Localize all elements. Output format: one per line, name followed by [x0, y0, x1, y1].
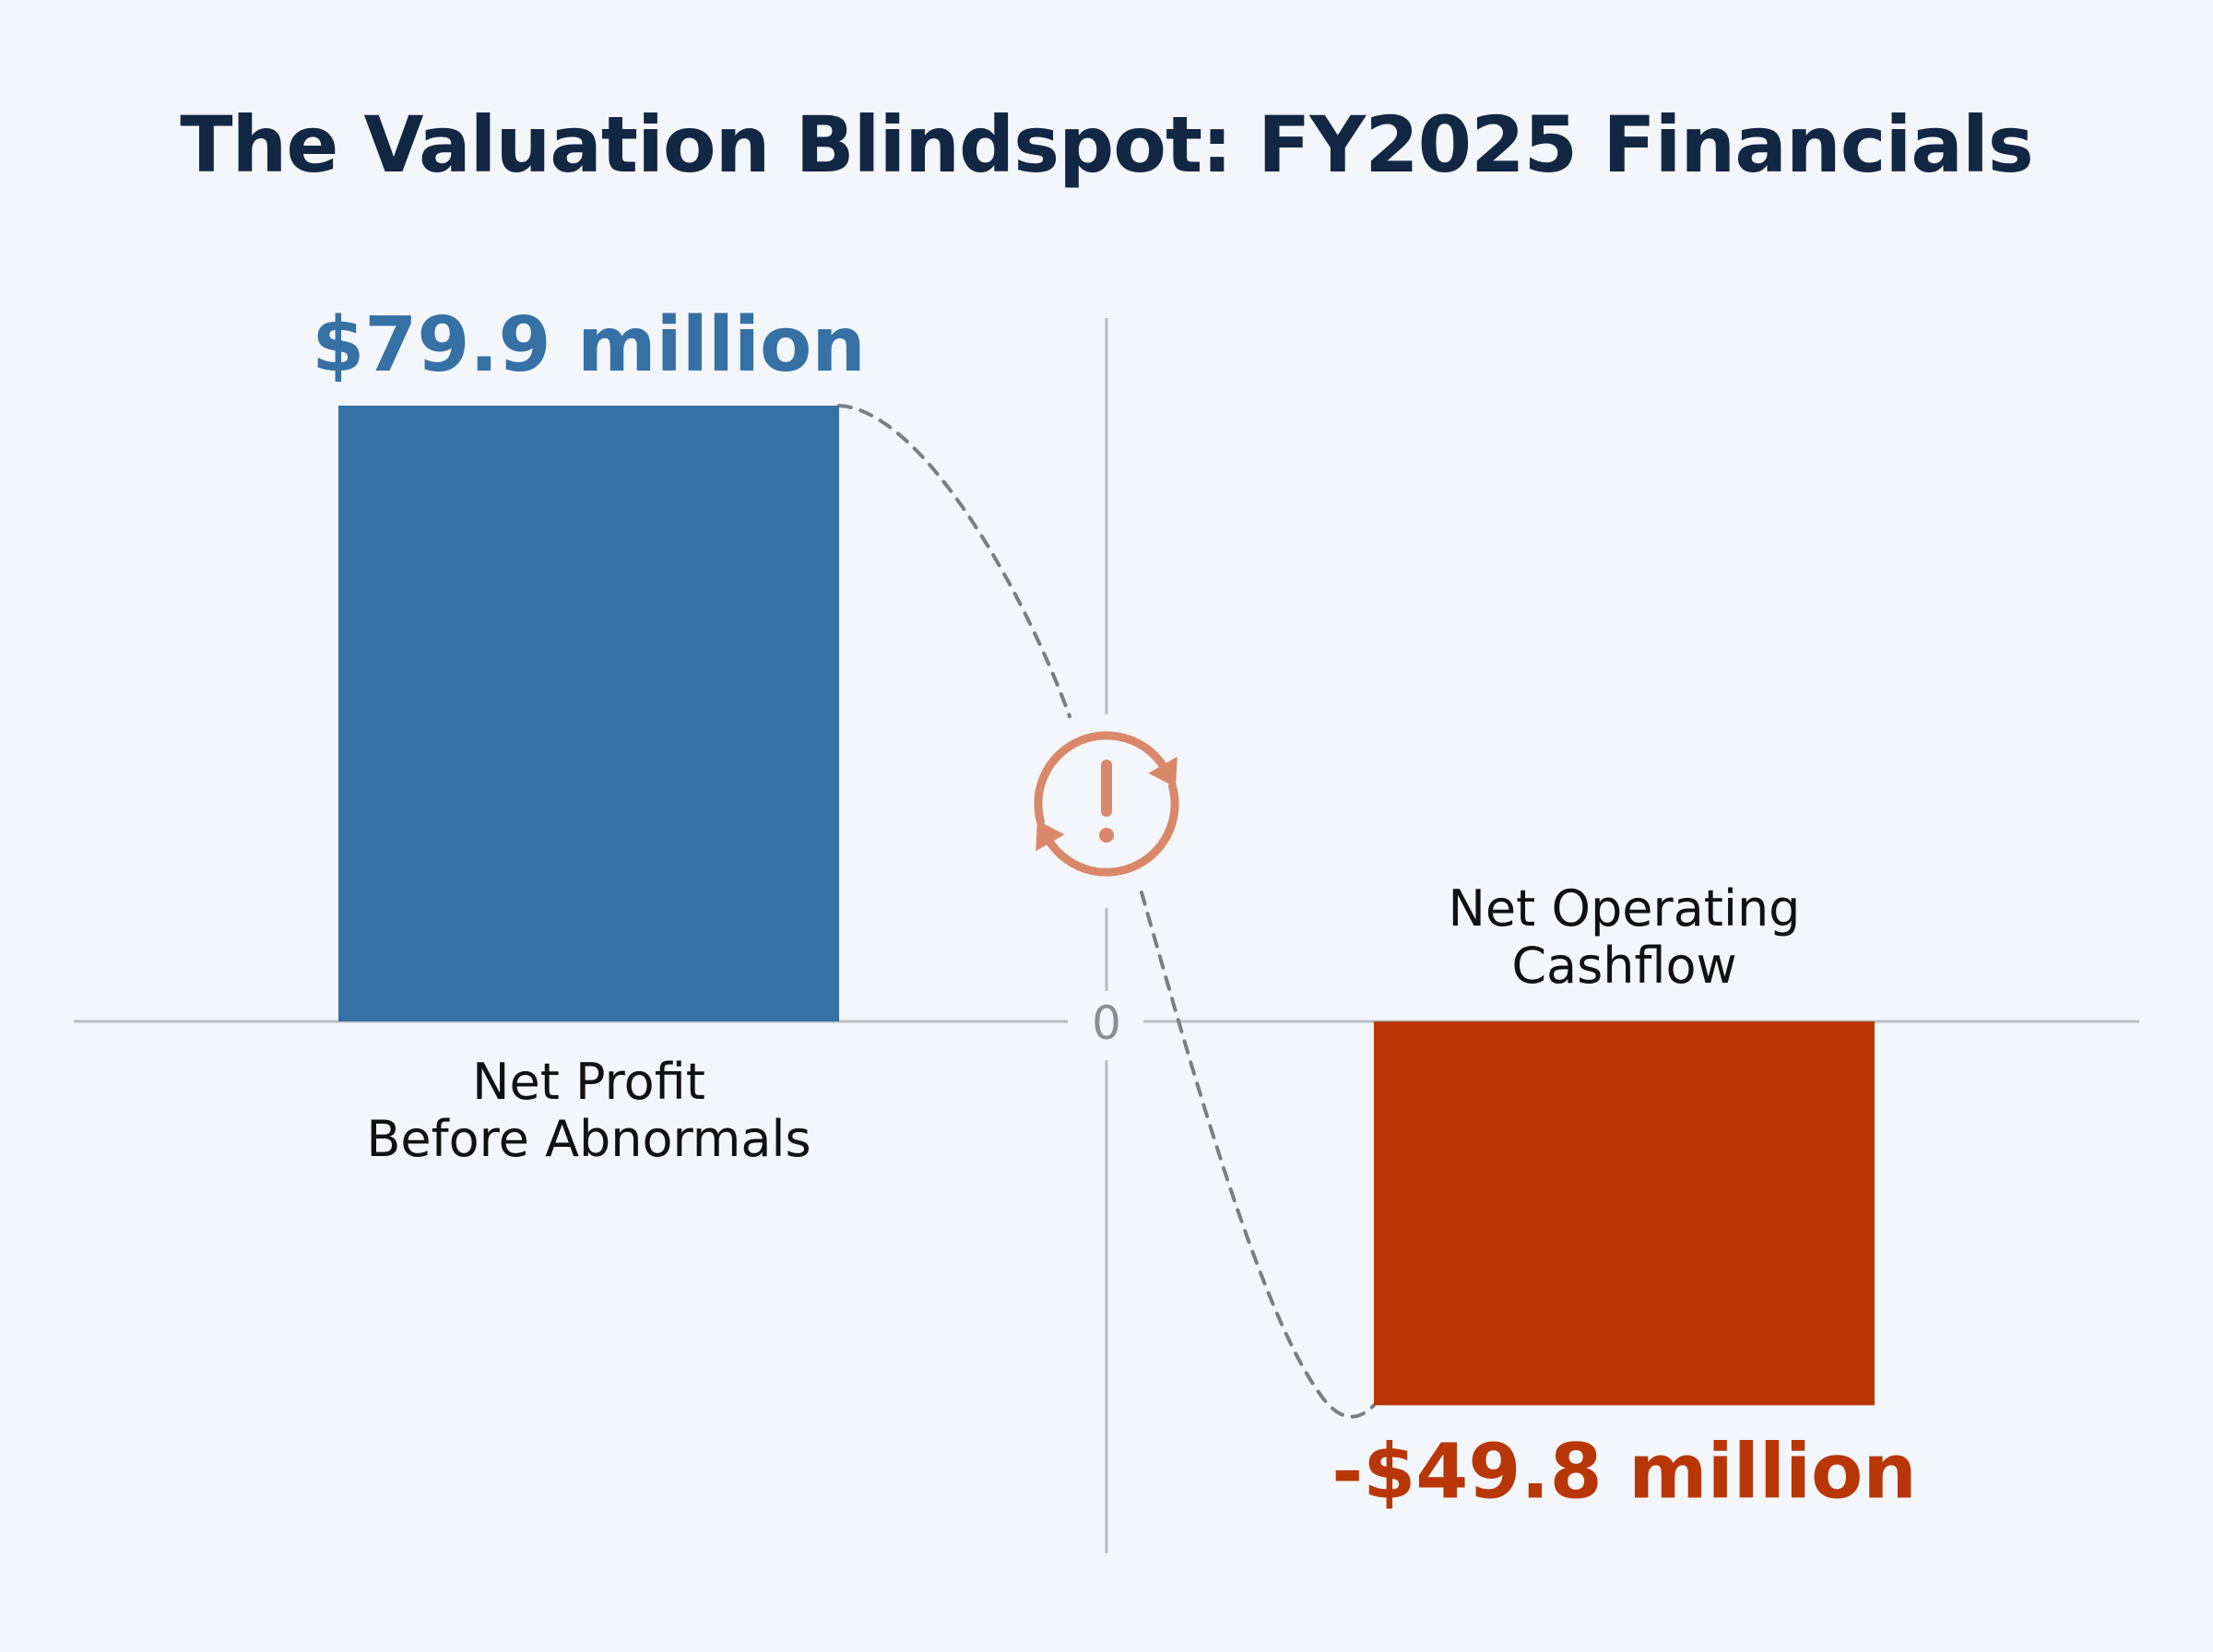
- refresh-arrow-top: [1034, 731, 1170, 826]
- refresh-arrowhead-top: [1148, 756, 1178, 788]
- bar-0: [338, 406, 839, 1021]
- data-label-0: $79.9 million: [312, 301, 866, 389]
- refresh-arrow-bottom: [1043, 782, 1179, 877]
- chart-title: The Valuation Blindspot: FY2025 Financia…: [180, 100, 2034, 190]
- refresh-arrowhead-bottom: [1035, 820, 1065, 852]
- data-label-1: -$49.8 million: [1331, 1428, 1917, 1516]
- warning-refresh-icon: [1034, 731, 1179, 877]
- category-label-1: Net Operating Cashflow: [1449, 879, 1801, 995]
- category-label-0: Net Profit Before Abnormals: [366, 1053, 811, 1168]
- exclamation-dot: [1099, 828, 1114, 843]
- bar-1: [1374, 1021, 1875, 1406]
- connector-upper: [837, 404, 1071, 718]
- connector-lower: [1140, 891, 1376, 1419]
- zero-tick-label: 0: [1092, 997, 1121, 1050]
